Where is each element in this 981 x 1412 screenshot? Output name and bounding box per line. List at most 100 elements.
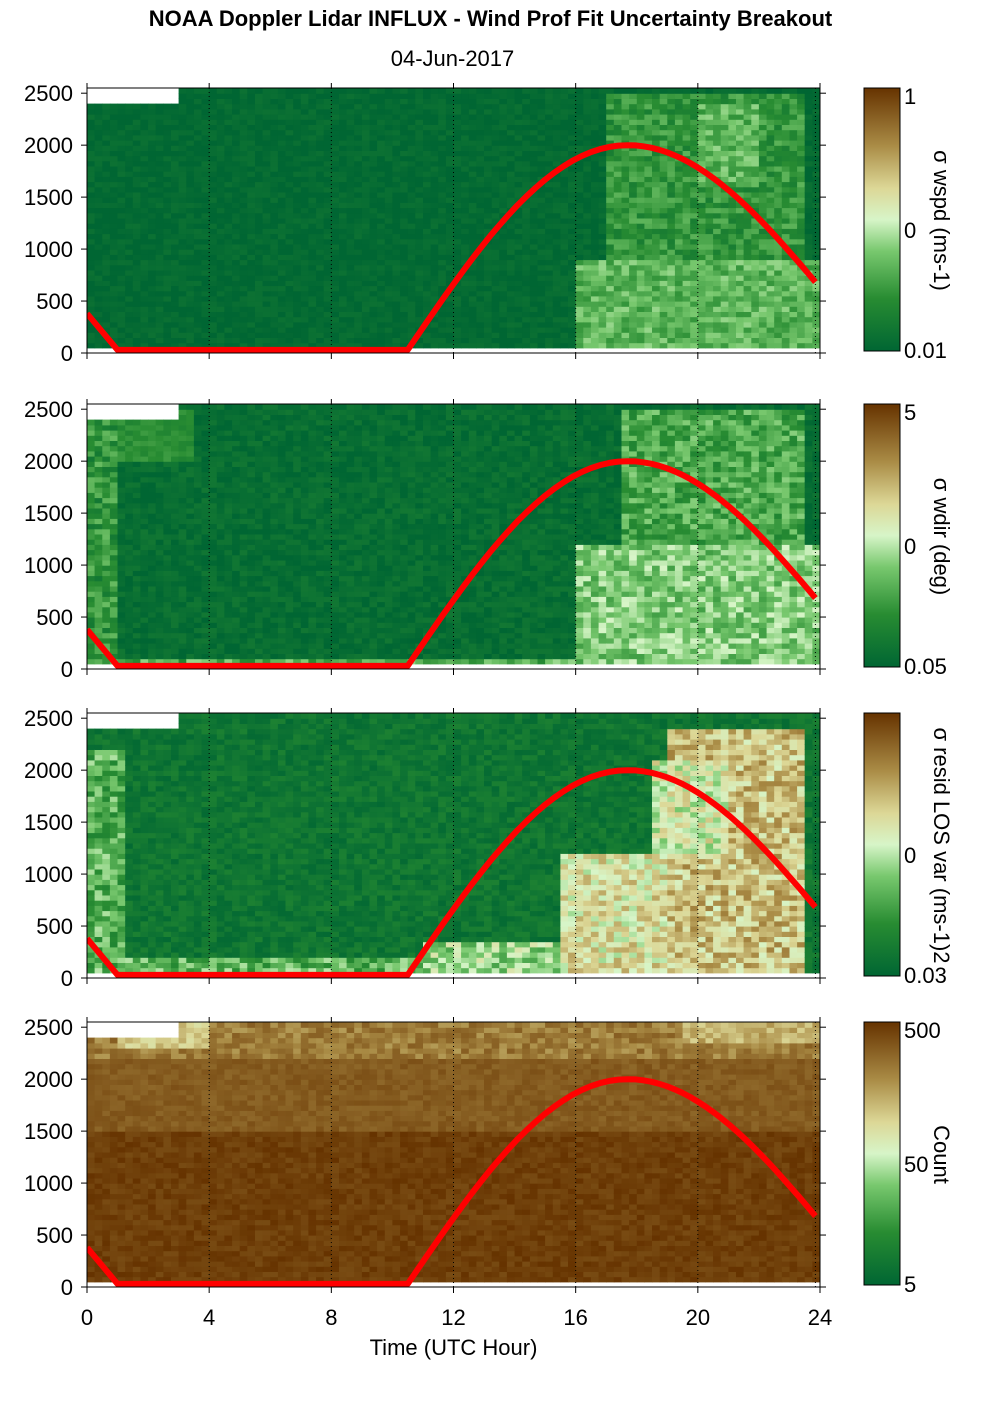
heatmap-cell bbox=[606, 176, 615, 183]
heatmap-cell bbox=[300, 327, 309, 333]
heatmap-cell bbox=[613, 88, 622, 94]
heatmap-cell bbox=[285, 119, 294, 125]
heatmap-cell bbox=[774, 150, 783, 157]
heatmap-cell bbox=[193, 306, 203, 312]
heatmap-cell bbox=[109, 327, 119, 333]
heatmap-cell bbox=[109, 197, 119, 203]
heatmap-cell bbox=[499, 295, 508, 302]
heatmap-cell bbox=[674, 249, 684, 255]
heatmap-cell bbox=[339, 155, 348, 162]
heatmap-cell bbox=[209, 207, 218, 214]
heatmap-cell bbox=[621, 197, 630, 203]
heatmap-cell bbox=[255, 238, 264, 245]
heatmap-cell bbox=[247, 337, 256, 344]
heatmap-cell bbox=[751, 332, 760, 338]
heatmap-cell bbox=[323, 275, 332, 281]
heatmap-cell bbox=[132, 129, 141, 136]
heatmap-cell bbox=[713, 124, 722, 131]
heatmap-cell bbox=[720, 321, 729, 328]
heatmap-cell bbox=[155, 171, 164, 177]
heatmap-cell bbox=[430, 88, 439, 94]
heatmap-cell bbox=[621, 243, 630, 250]
heatmap-cell bbox=[529, 197, 539, 203]
heatmap-cell bbox=[94, 481, 103, 488]
heatmap-cell bbox=[369, 108, 378, 115]
heatmap-cell bbox=[690, 327, 699, 333]
heatmap-cell bbox=[392, 316, 401, 323]
heatmap-cell bbox=[109, 466, 119, 473]
heatmap-cell bbox=[590, 316, 600, 323]
heatmap-cell bbox=[697, 290, 706, 297]
heatmap-cell bbox=[537, 301, 546, 307]
heatmap-cell bbox=[216, 295, 225, 302]
heatmap-cell bbox=[384, 332, 393, 338]
heatmap-cell bbox=[583, 114, 592, 120]
heatmap-cell bbox=[461, 316, 470, 323]
heatmap-cell bbox=[598, 254, 607, 261]
heatmap-cell bbox=[575, 129, 584, 136]
heatmap-cell bbox=[590, 306, 600, 312]
heatmap-cell bbox=[87, 430, 96, 436]
heatmap-cell bbox=[171, 316, 180, 323]
heatmap-cell bbox=[461, 217, 470, 224]
heatmap-cell bbox=[468, 332, 477, 338]
heatmap-cell bbox=[659, 228, 668, 235]
heatmap-cell bbox=[423, 145, 432, 151]
heatmap-cell bbox=[377, 155, 386, 162]
heatmap-cell bbox=[781, 269, 790, 276]
heatmap-cell bbox=[216, 207, 225, 214]
heatmap-cell bbox=[224, 171, 233, 177]
heatmap-cell bbox=[178, 295, 187, 302]
heatmap-cell bbox=[697, 264, 706, 271]
heatmap-cell bbox=[743, 186, 752, 193]
heatmap-cell bbox=[392, 119, 401, 125]
heatmap-cell bbox=[728, 306, 737, 312]
heatmap-cell bbox=[583, 165, 592, 172]
heatmap-cell bbox=[774, 316, 783, 323]
heatmap-cell bbox=[766, 171, 775, 177]
heatmap-cell bbox=[804, 129, 813, 136]
heatmap-cell bbox=[629, 238, 638, 245]
heatmap-cell bbox=[644, 129, 653, 136]
heatmap-cell bbox=[766, 150, 775, 157]
heatmap-cell bbox=[285, 197, 294, 203]
heatmap-cell bbox=[255, 269, 264, 276]
heatmap-cell bbox=[423, 140, 432, 146]
heatmap-cell bbox=[163, 103, 172, 110]
heatmap-cell bbox=[545, 129, 554, 136]
heatmap-cell bbox=[369, 93, 378, 99]
heatmap-cell bbox=[148, 285, 157, 292]
heatmap-cell bbox=[239, 321, 248, 328]
heatmap-cell bbox=[781, 88, 790, 94]
heatmap-cell bbox=[171, 311, 180, 318]
heatmap-cell bbox=[293, 217, 302, 224]
heatmap-cell bbox=[209, 186, 218, 193]
heatmap-cell bbox=[461, 134, 470, 141]
heatmap-cell bbox=[461, 150, 470, 157]
heatmap-cell bbox=[690, 243, 699, 250]
heatmap-cell bbox=[621, 311, 630, 318]
heatmap-cell bbox=[636, 269, 645, 276]
heatmap-cell bbox=[384, 134, 393, 141]
heatmap-cell bbox=[140, 269, 149, 276]
heatmap-cell bbox=[239, 191, 248, 198]
heatmap-cell bbox=[186, 285, 195, 292]
heatmap-cell bbox=[659, 129, 668, 136]
heatmap-cell bbox=[682, 150, 691, 157]
heatmap-cell bbox=[117, 212, 126, 219]
heatmap-cell bbox=[575, 176, 584, 183]
heatmap-cell bbox=[132, 238, 141, 245]
heatmap-cell bbox=[430, 207, 439, 214]
heatmap-cell bbox=[239, 140, 248, 146]
heatmap-cell bbox=[636, 129, 645, 136]
heatmap-cell bbox=[361, 124, 371, 131]
heatmap-cell bbox=[415, 191, 424, 198]
heatmap-cell bbox=[613, 332, 622, 338]
heatmap-cell bbox=[736, 321, 745, 328]
heatmap-cell bbox=[163, 342, 172, 349]
heatmap-cell bbox=[148, 233, 157, 240]
heatmap-cell bbox=[232, 254, 241, 261]
heatmap-cell bbox=[705, 108, 714, 115]
heatmap-cell bbox=[468, 316, 477, 323]
heatmap-cell bbox=[606, 119, 615, 125]
